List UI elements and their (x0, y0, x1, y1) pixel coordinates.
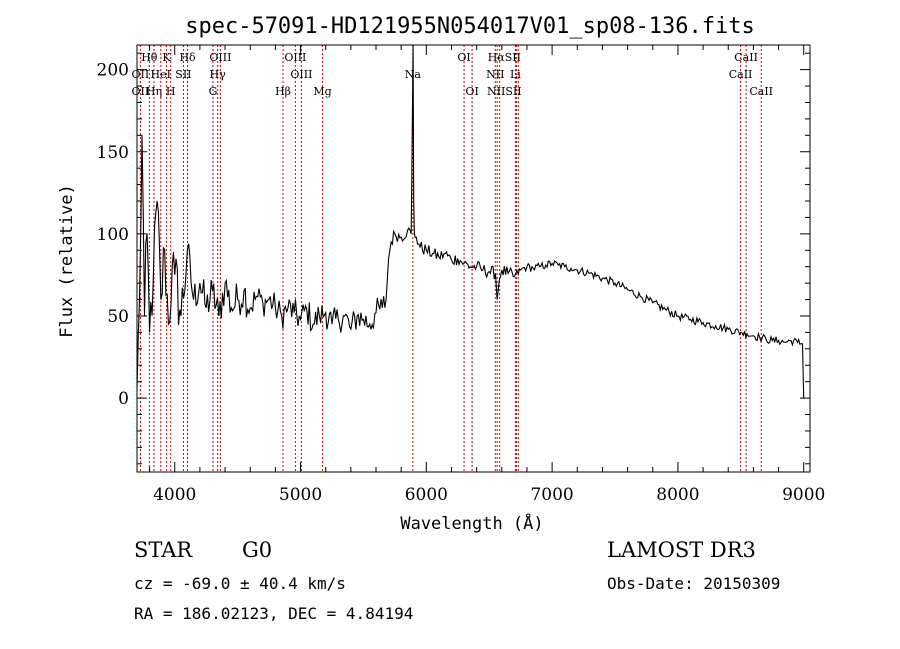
spectrum-series-line (136, 44, 805, 399)
redshift-velocity: cz = -69.0 ± 40.4 km/s (134, 574, 346, 593)
line-marker-label: OIII (290, 68, 312, 81)
line-marker-label: OIII (284, 51, 306, 64)
x-tick-label: 9000 (782, 485, 825, 505)
x-tick-label: 7000 (530, 485, 573, 505)
line-marker-label: CaII (734, 51, 758, 64)
line-marker-label: OIII (209, 51, 231, 64)
line-marker-label: HαSII (488, 51, 521, 64)
line-marker-label: OII (132, 68, 150, 81)
object-class: STAR (134, 538, 193, 562)
y-tick-label: 100 (97, 225, 129, 245)
line-marker-label: CaII (729, 68, 753, 81)
survey-name: LAMOST DR3 (607, 538, 756, 562)
x-tick-label: 5000 (279, 485, 322, 505)
line-marker-label: Hθ (141, 51, 158, 64)
line-marker-label: Mg (313, 85, 331, 98)
line-marker-label: OII (132, 85, 150, 98)
object-subclass: G0 (242, 538, 273, 562)
line-marker-label: Hβ (275, 85, 291, 98)
y-tick-label: 150 (97, 143, 129, 163)
y-axis-ticks: 0 50 100 150 200 (97, 52, 810, 465)
line-marker-label: K (162, 51, 171, 64)
chart-title: spec-57091-HD121955N054017V01_sp08-136.f… (185, 14, 755, 39)
x-axis-label: Wavelength (Å) (400, 512, 543, 534)
y-axis-label: Flux (relative) (57, 184, 77, 338)
line-marker-label: HeI (151, 68, 171, 81)
y-tick-label: 0 (118, 389, 129, 409)
line-marker-label: Hγ (210, 68, 227, 81)
line-marker-label: Hδ (179, 51, 196, 64)
line-marker-label: NIISII (487, 85, 522, 98)
observation-date: Obs-Date: 20150309 (607, 574, 781, 593)
line-marker-label: SII (175, 68, 191, 81)
line-marker-label: H (166, 85, 176, 98)
y-tick-label: 50 (107, 307, 129, 327)
x-axis-ticks: 4000 5000 6000 7000 8000 9000 (149, 45, 825, 505)
line-marker-label: CaII (749, 85, 773, 98)
line-marker-label: Hη (146, 85, 162, 98)
line-marker-label: OI (457, 51, 470, 64)
line-marker-label: NII (486, 68, 504, 81)
x-tick-label: 6000 (405, 485, 448, 505)
x-tick-label: 8000 (656, 485, 699, 505)
line-marker-label: G (209, 85, 218, 98)
y-tick-label: 200 (97, 61, 129, 81)
x-tick-label: 4000 (153, 485, 196, 505)
line-marker-label: OI (465, 85, 478, 98)
line-marker-label: Li (510, 68, 521, 81)
marker-labels-group: Hθ K Hδ OIII OIII OI HαSII CaII OII HeI SII Hγ OIII N… (132, 51, 773, 98)
sky-coordinates: RA = 186.02123, DEC = 4.84194 (134, 604, 414, 623)
plot-frame (136, 44, 811, 473)
